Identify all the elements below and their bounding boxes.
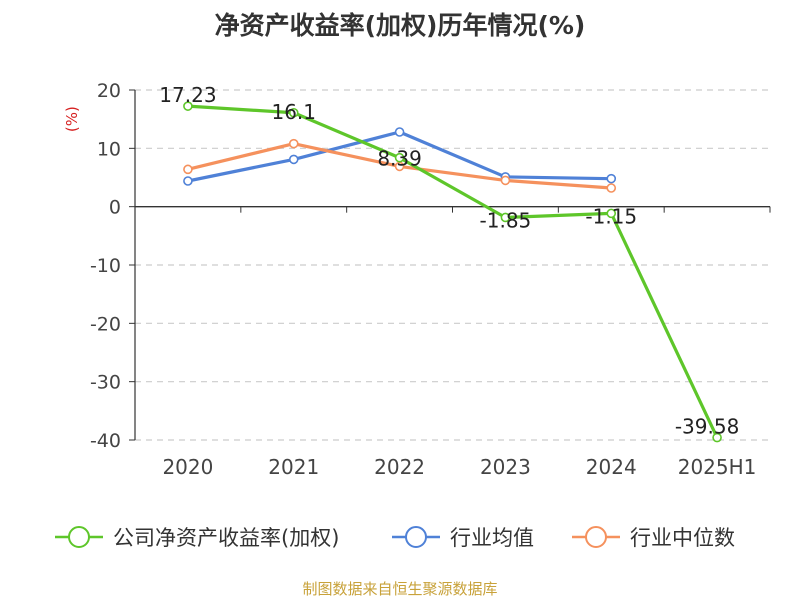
y-tick-label: 0 <box>109 197 121 219</box>
legend-item: 公司净资产收益率(加权) <box>55 526 339 550</box>
data-point <box>712 432 722 443</box>
data-label: -1.15 <box>585 204 637 228</box>
data-point <box>288 154 299 165</box>
data-source-note: 制图数据来自恒生聚源数据库 <box>302 580 498 598</box>
legend-swatch-marker <box>405 526 427 548</box>
data-point <box>500 212 511 223</box>
y-tick-label: -20 <box>90 313 121 335</box>
y-axis-label: (%) <box>63 106 81 132</box>
data-label: 16.1 <box>271 100 316 124</box>
data-label: -1.85 <box>480 208 532 232</box>
y-tick-label: -10 <box>90 255 121 277</box>
data-label: 8.39 <box>377 147 422 171</box>
legend: 公司净资产收益率(加权) 行业均值 行业中位数 <box>55 526 735 550</box>
x-tick-label: 2023 <box>480 455 531 479</box>
legend-item: 行业均值 <box>392 526 534 550</box>
data-point <box>606 173 617 184</box>
data-point <box>183 101 193 111</box>
legend-swatch-marker <box>68 526 90 548</box>
x-tick-label: 2022 <box>374 455 425 479</box>
x-tick-label: 2024 <box>586 455 637 479</box>
grid-lines <box>135 89 770 441</box>
data-point <box>288 107 299 118</box>
axes: 20 10 0 -10 -20 -30 -40 (%) 2020 2021 2022 2023 2024… <box>63 80 771 479</box>
y-tick-label: -30 <box>90 372 121 394</box>
x-tick-label: 2021 <box>268 455 319 479</box>
legend-label: 公司净资产收益率(加权) <box>113 526 339 550</box>
x-tick-label: 2020 <box>162 455 213 479</box>
data-point <box>183 164 193 175</box>
x-tick-label: 2025H1 <box>678 455 757 479</box>
data-point <box>606 208 617 219</box>
data-point <box>183 176 193 186</box>
legend-label: 行业中位数 <box>630 526 735 550</box>
legend-item: 行业中位数 <box>572 526 735 550</box>
legend-label: 行业均值 <box>450 526 534 550</box>
chart-title: 净资产收益率(加权)历年情况(%) <box>214 11 586 40</box>
y-tick-label: -40 <box>90 430 121 452</box>
y-tick-label: 20 <box>97 80 121 102</box>
data-point <box>394 152 405 163</box>
y-tick-label: 10 <box>97 138 121 160</box>
series-layer <box>183 101 722 443</box>
data-point <box>606 183 617 193</box>
legend-swatch-marker <box>585 526 607 548</box>
data-label: 17.23 <box>159 83 216 107</box>
data-point <box>394 127 405 137</box>
data-point <box>500 175 511 186</box>
series-line-0 <box>187 104 719 439</box>
data-labels: 17.23 16.1 8.39 -1.85 -1.15 -39.58 <box>159 83 739 438</box>
data-label: -39.58 <box>675 415 739 439</box>
data-point <box>288 138 299 149</box>
